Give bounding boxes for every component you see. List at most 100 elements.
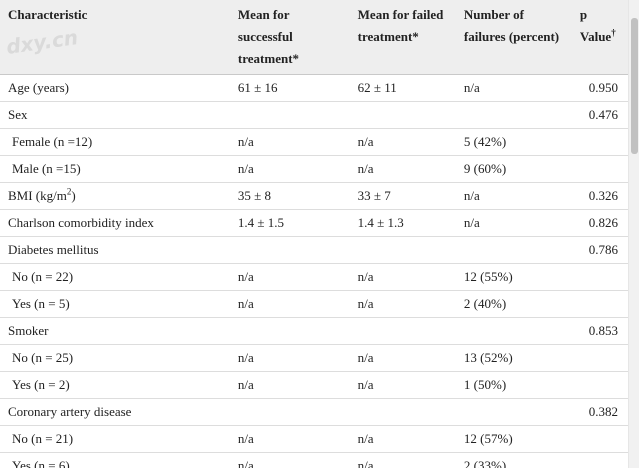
cell-mean-successful	[230, 399, 350, 426]
cell-number-failures: 1 (50%)	[463, 377, 507, 392]
cell-number-failures	[456, 237, 572, 264]
cell-mean-failed: n/a	[357, 350, 374, 365]
row-label-text: BMI (kg/m	[8, 188, 67, 203]
cell-mean-failed: n/a	[357, 269, 374, 284]
row-label: Age (years)	[0, 75, 230, 102]
row-label: No (n = 21)	[0, 426, 230, 453]
cell-mean-successful: n/a	[237, 161, 254, 176]
row-label-text: Yes (n = 2)	[12, 377, 70, 392]
cell-number-failures: n/a	[463, 188, 480, 203]
cell-p-value	[572, 345, 628, 372]
cell-mean-failed: n/a	[357, 431, 374, 446]
cell-mean-failed: 62 ± 11	[357, 80, 397, 95]
cell-mean-successful	[230, 318, 350, 345]
row-label: BMI (kg/m2)	[0, 183, 230, 210]
cell-p-value: 0.786	[588, 242, 618, 257]
row-label: Female (n =12)	[0, 129, 230, 156]
row-label-superscript: 2	[66, 186, 72, 197]
table-row: No (n = 21) n/a n/a 12 (57%)	[0, 426, 628, 453]
cell-mean-failed: n/a	[357, 134, 374, 149]
cell-number-failures: 12 (55%)	[463, 269, 513, 284]
cell-mean-failed: n/a	[357, 161, 374, 176]
row-label-text: Smoker	[8, 323, 49, 338]
table-row: Yes (n = 2) n/a n/a 1 (50%)	[0, 372, 628, 399]
cell-mean-successful: n/a	[237, 431, 254, 446]
row-label-text: Yes (n = 5)	[12, 296, 70, 311]
cell-mean-failed	[350, 399, 456, 426]
row-label: Charlson comorbidity index	[0, 210, 230, 237]
cell-number-failures	[456, 102, 572, 129]
table-body: Age (years) 61 ± 16 62 ± 11 n/a 0.950 Sex 0.47…	[0, 75, 628, 468]
cell-mean-failed	[350, 318, 456, 345]
cell-mean-failed: 33 ± 7	[357, 188, 391, 203]
cell-mean-failed: 1.4 ± 1.3	[357, 215, 404, 230]
table-header-row: Characteristic Mean for successful treat…	[0, 0, 628, 75]
cell-mean-successful: n/a	[237, 269, 254, 284]
table-row: Male (n =15) n/a n/a 9 (60%)	[0, 156, 628, 183]
vertical-scrollbar[interactable]	[628, 0, 639, 468]
dagger-mark: †	[611, 27, 616, 38]
row-label: Yes (n = 6)	[0, 453, 230, 468]
row-label-text: Female (n =12)	[12, 134, 93, 149]
scrollbar-thumb[interactable]	[631, 18, 638, 154]
table-row: Sex 0.476	[0, 102, 628, 129]
row-label: No (n = 22)	[0, 264, 230, 291]
table-row: Diabetes mellitus 0.786	[0, 237, 628, 264]
cell-p-value	[572, 453, 628, 468]
table-row: BMI (kg/m2) 35 ± 8 33 ± 7 n/a 0.326	[0, 183, 628, 210]
cell-p-value: 0.326	[588, 188, 618, 203]
cell-mean-successful: n/a	[237, 134, 254, 149]
row-label: Sex	[0, 102, 230, 129]
cell-mean-failed	[350, 102, 456, 129]
cell-mean-failed: n/a	[357, 377, 374, 392]
cell-mean-failed	[350, 237, 456, 264]
cell-mean-successful	[230, 102, 350, 129]
cell-p-value: 0.382	[588, 404, 618, 419]
table-row: Female (n =12) n/a n/a 5 (42%)	[0, 129, 628, 156]
row-label-text: Coronary artery disease	[8, 404, 132, 419]
row-label-text: No (n = 25)	[12, 350, 74, 365]
row-label: Smoker	[0, 318, 230, 345]
header-p-value: p Value†	[571, 0, 628, 75]
table-row: No (n = 25) n/a n/a 13 (52%)	[0, 345, 628, 372]
cell-p-value	[572, 129, 628, 156]
row-label: No (n = 25)	[0, 345, 230, 372]
row-label-text: Male (n =15)	[12, 161, 81, 176]
cell-mean-failed: n/a	[357, 296, 374, 311]
cell-mean-successful: n/a	[237, 458, 254, 468]
table-row: Yes (n = 6) n/a n/a 2 (33%)	[0, 453, 628, 468]
row-label-text: Diabetes mellitus	[8, 242, 99, 257]
cell-number-failures	[456, 399, 572, 426]
row-label-text: Yes (n = 6)	[12, 458, 70, 468]
cell-number-failures: 9 (60%)	[463, 161, 507, 176]
header-mean-failed: Mean for failed treatment*	[349, 0, 456, 75]
cell-mean-successful: n/a	[237, 377, 254, 392]
table-row: Coronary artery disease 0.382	[0, 399, 628, 426]
table-row: No (n = 22) n/a n/a 12 (55%)	[0, 264, 628, 291]
cell-number-failures: 12 (57%)	[463, 431, 513, 446]
table-row: Yes (n = 5) n/a n/a 2 (40%)	[0, 291, 628, 318]
cell-mean-successful: 35 ± 8	[237, 188, 272, 203]
cell-mean-failed: n/a	[357, 458, 374, 468]
cell-p-value	[572, 426, 628, 453]
table-row: Charlson comorbidity index 1.4 ± 1.5 1.4 ±…	[0, 210, 628, 237]
cell-number-failures: n/a	[463, 80, 480, 95]
row-label: Yes (n = 5)	[0, 291, 230, 318]
table-row: Smoker 0.853	[0, 318, 628, 345]
row-label: Yes (n = 2)	[0, 372, 230, 399]
header-mean-successful: Mean for successful treatment*	[229, 0, 350, 75]
row-label-text: Sex	[8, 107, 28, 122]
cell-number-failures: 13 (52%)	[463, 350, 513, 365]
cell-p-value	[572, 291, 628, 318]
cell-p-value	[572, 372, 628, 399]
cell-mean-successful: n/a	[237, 350, 254, 365]
cell-number-failures: 2 (33%)	[463, 458, 507, 468]
row-label-text: Charlson comorbidity index	[8, 215, 154, 230]
cell-mean-successful: 61 ± 16	[237, 80, 278, 95]
cell-number-failures: n/a	[463, 215, 480, 230]
cell-p-value: 0.826	[588, 215, 618, 230]
header-p-value-text: p Value	[579, 7, 612, 44]
row-label-tail: )	[71, 188, 76, 203]
table-row: Age (years) 61 ± 16 62 ± 11 n/a 0.950	[0, 75, 628, 102]
